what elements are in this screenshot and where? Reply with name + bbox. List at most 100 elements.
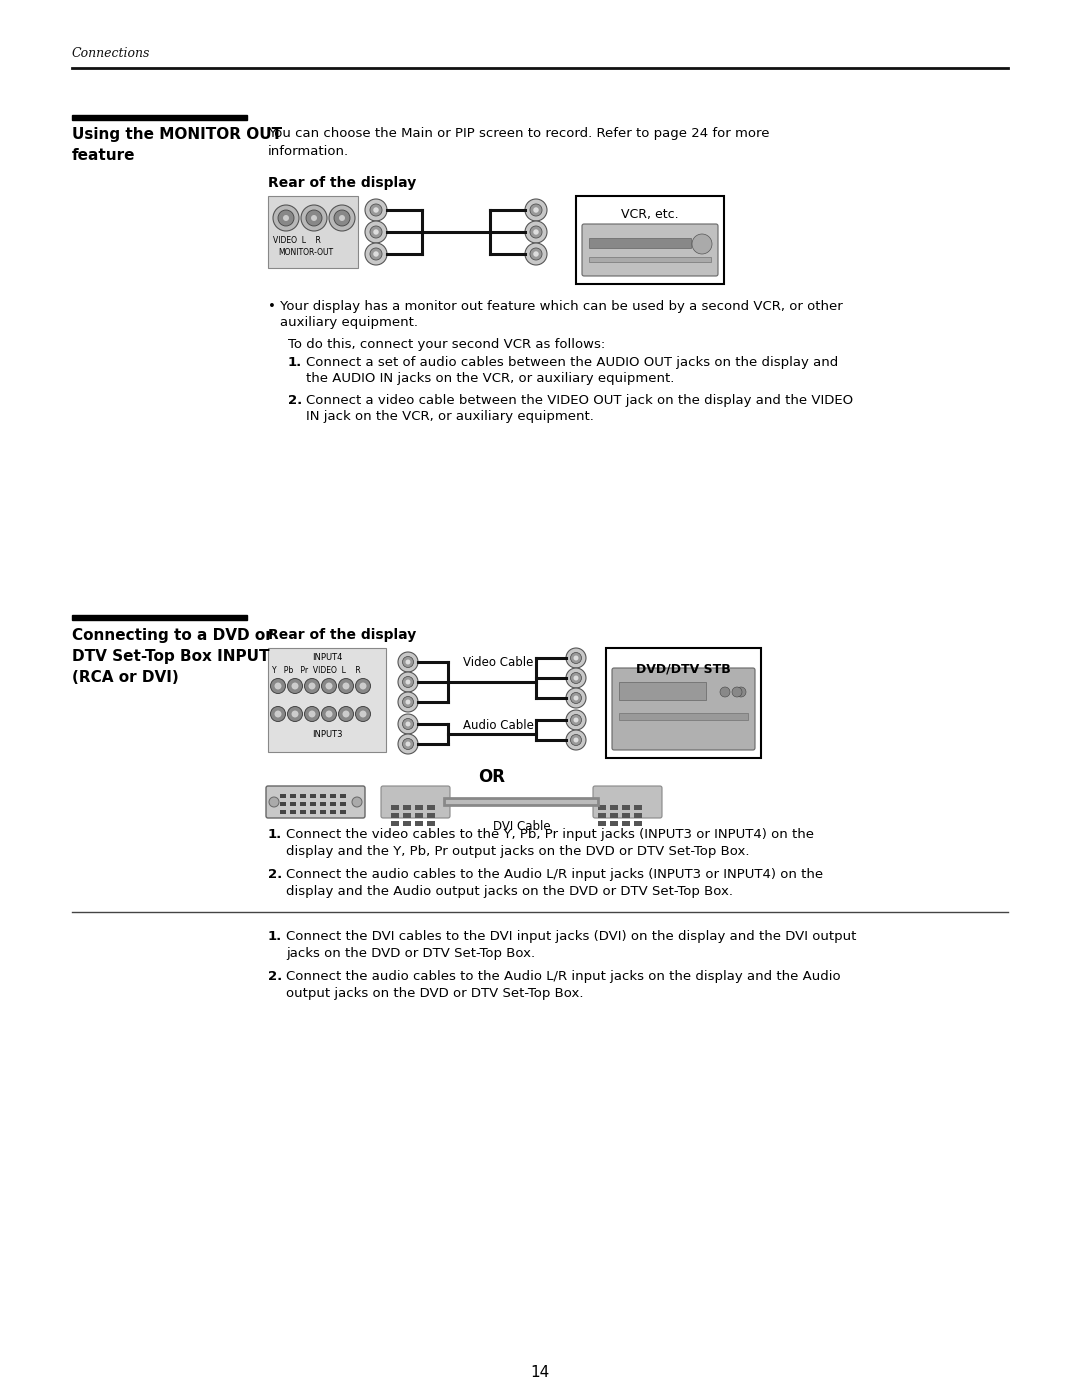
Circle shape — [403, 718, 414, 729]
Circle shape — [405, 721, 410, 726]
Circle shape — [309, 711, 315, 718]
Bar — [598, 821, 606, 826]
Circle shape — [374, 207, 379, 212]
FancyBboxPatch shape — [582, 224, 718, 277]
Text: Y   Pb   Pr  VIDEO  L    R: Y Pb Pr VIDEO L R — [272, 666, 361, 675]
FancyBboxPatch shape — [612, 668, 755, 750]
Text: Rear of the display: Rear of the display — [268, 629, 416, 643]
Text: Connect the audio cables to the Audio L/R input jacks on the display and the Aud: Connect the audio cables to the Audio L/… — [286, 970, 840, 983]
Bar — [619, 712, 748, 719]
Text: Video Cable: Video Cable — [463, 657, 534, 669]
Circle shape — [287, 679, 302, 693]
Circle shape — [525, 198, 546, 221]
Circle shape — [287, 707, 302, 721]
Circle shape — [534, 207, 539, 212]
Bar — [268, 648, 386, 752]
Bar — [340, 793, 346, 798]
Bar — [427, 813, 435, 819]
Text: You can choose the Main or PIP screen to record. Refer to page 24 for more: You can choose the Main or PIP screen to… — [268, 127, 769, 140]
Text: VCR, etc.: VCR, etc. — [621, 208, 679, 221]
Text: 1.: 1. — [288, 356, 302, 369]
Bar — [610, 805, 618, 810]
Text: DVD/DTV STB: DVD/DTV STB — [636, 662, 731, 675]
Text: 2.: 2. — [268, 868, 282, 882]
Text: 14: 14 — [530, 1365, 550, 1380]
Bar — [403, 805, 411, 810]
Bar — [330, 810, 336, 814]
Bar — [415, 821, 423, 826]
Circle shape — [735, 687, 746, 697]
Text: DTV Set-Top Box INPUT: DTV Set-Top Box INPUT — [72, 650, 270, 664]
Circle shape — [573, 738, 579, 742]
Bar — [403, 821, 411, 826]
Text: Connect a set of audio cables between the AUDIO OUT jacks on the display and: Connect a set of audio cables between th… — [306, 356, 838, 369]
Circle shape — [270, 679, 285, 693]
Text: INPUT3: INPUT3 — [312, 731, 342, 739]
Circle shape — [322, 679, 337, 693]
Bar — [280, 802, 286, 806]
Circle shape — [292, 683, 298, 690]
Circle shape — [530, 226, 542, 237]
Bar — [340, 802, 346, 806]
Bar — [310, 802, 316, 806]
Circle shape — [325, 711, 333, 718]
Text: Connections: Connections — [72, 47, 150, 60]
Text: DVI Cable: DVI Cable — [492, 820, 551, 833]
Bar — [622, 821, 630, 826]
Circle shape — [274, 683, 282, 690]
Text: output jacks on the DVD or DTV Set-Top Box.: output jacks on the DVD or DTV Set-Top B… — [286, 988, 583, 1000]
Bar — [291, 793, 296, 798]
Text: 1.: 1. — [268, 930, 282, 943]
Circle shape — [338, 679, 353, 693]
Text: display and the Y, Pb, Pr output jacks on the DVD or DTV Set-Top Box.: display and the Y, Pb, Pr output jacks o… — [286, 845, 750, 858]
Circle shape — [292, 711, 298, 718]
Text: Rear of the display: Rear of the display — [268, 176, 416, 190]
Circle shape — [570, 672, 581, 683]
Circle shape — [360, 683, 366, 690]
Circle shape — [365, 221, 387, 243]
Bar — [291, 810, 296, 814]
Circle shape — [283, 215, 289, 221]
Bar — [310, 793, 316, 798]
Circle shape — [365, 243, 387, 265]
Text: information.: information. — [268, 145, 349, 158]
Bar — [589, 257, 711, 263]
Bar — [619, 682, 706, 700]
Circle shape — [399, 692, 418, 712]
Circle shape — [311, 215, 318, 221]
Circle shape — [399, 714, 418, 733]
Circle shape — [525, 221, 546, 243]
Circle shape — [305, 707, 320, 721]
Bar — [280, 793, 286, 798]
Bar — [622, 813, 630, 819]
Text: VIDEO  L    R: VIDEO L R — [273, 236, 321, 244]
Circle shape — [566, 731, 586, 750]
Text: 1.: 1. — [268, 828, 282, 841]
Circle shape — [374, 251, 379, 257]
Bar — [268, 196, 357, 268]
Circle shape — [270, 707, 285, 721]
Circle shape — [370, 247, 382, 260]
Bar — [634, 813, 642, 819]
Circle shape — [525, 243, 546, 265]
Text: Connect a video cable between the VIDEO OUT jack on the display and the VIDEO: Connect a video cable between the VIDEO … — [306, 394, 853, 407]
Bar — [634, 805, 642, 810]
Circle shape — [352, 798, 362, 807]
Circle shape — [370, 226, 382, 237]
Text: Connect the DVI cables to the DVI input jacks (DVI) on the display and the DVI o: Connect the DVI cables to the DVI input … — [286, 930, 856, 943]
Bar — [622, 805, 630, 810]
Circle shape — [403, 657, 414, 668]
Text: Connect the audio cables to the Audio L/R input jacks (INPUT3 or INPUT4) on the: Connect the audio cables to the Audio L/… — [286, 868, 823, 882]
Circle shape — [405, 659, 410, 665]
Bar — [576, 196, 724, 284]
Circle shape — [403, 697, 414, 707]
Circle shape — [329, 205, 355, 231]
Bar — [403, 813, 411, 819]
Circle shape — [566, 687, 586, 708]
Text: (RCA or DVI): (RCA or DVI) — [72, 671, 179, 685]
Bar — [391, 821, 399, 826]
Circle shape — [566, 648, 586, 668]
Circle shape — [342, 711, 350, 718]
Circle shape — [573, 676, 579, 680]
Circle shape — [399, 733, 418, 754]
